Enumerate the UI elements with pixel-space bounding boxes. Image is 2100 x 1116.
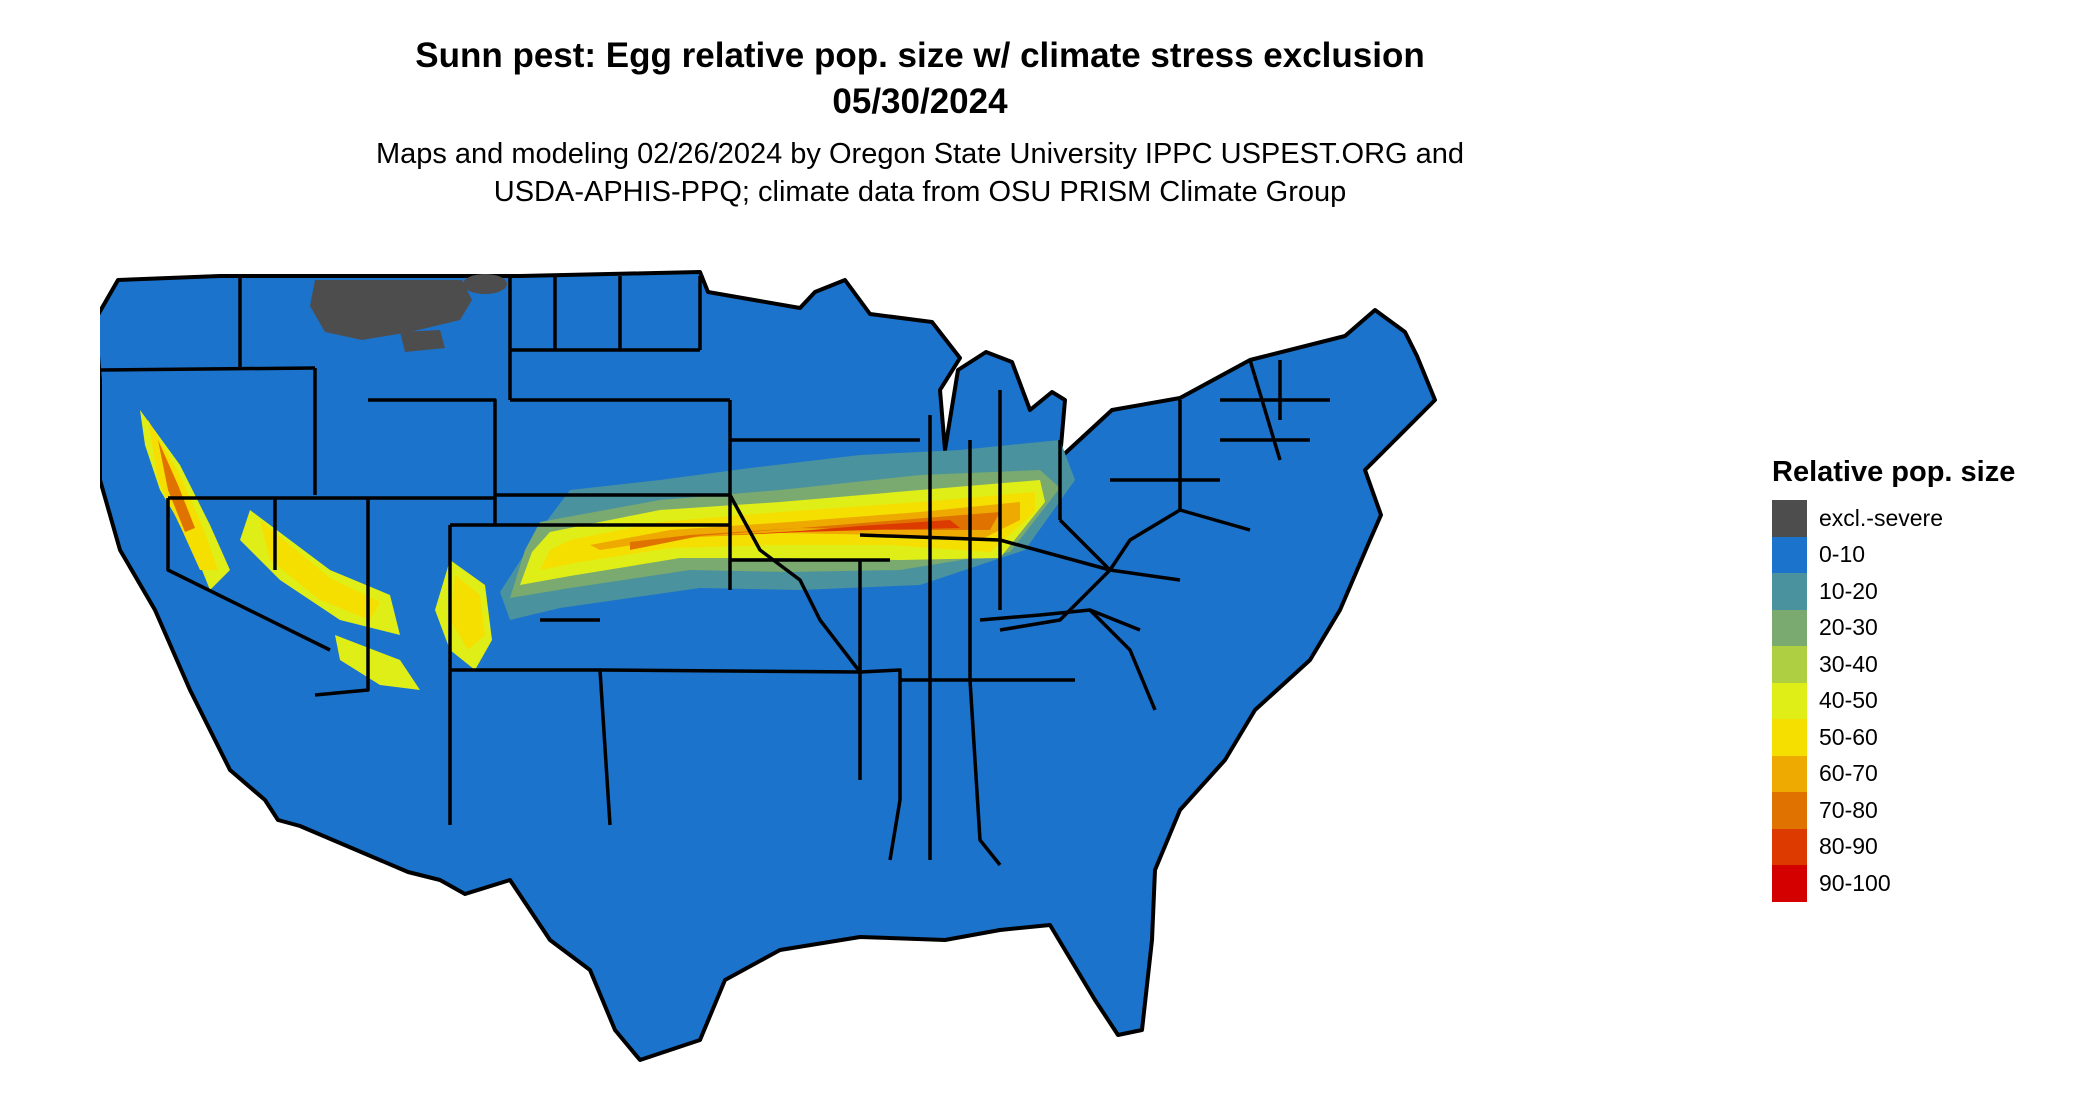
suitability-west: [140, 410, 492, 690]
legend-label: 80-90: [1819, 833, 1878, 860]
legend-items: excl.-severe 0-10 10-20 20-30 30-40 40-5…: [1772, 500, 2072, 902]
legend-item: excl.-severe: [1772, 500, 2072, 537]
map-credit-line2: USDA-APHIS-PPQ; climate data from OSU PR…: [493, 176, 1347, 208]
legend-label: 60-70: [1819, 760, 1878, 787]
legend-label: 70-80: [1819, 796, 1878, 823]
legend-swatch: [1772, 719, 1807, 756]
us-landmass: [100, 270, 1437, 1062]
legend-item: 10-20: [1772, 573, 2072, 610]
legend-swatch: [1772, 536, 1807, 573]
legend-label: 0-10: [1819, 541, 1866, 568]
legend-label: 90-100: [1819, 869, 1891, 896]
map-title: Sunn pest: Egg relative pop. size w/ cli…: [415, 36, 1425, 75]
map-date: 05/30/2024: [832, 82, 1008, 121]
state-boundaries: [100, 276, 1330, 867]
legend-label: 50-60: [1819, 723, 1878, 750]
exclusion-zone-montana: [310, 274, 507, 352]
legend-item: 60-70: [1772, 755, 2072, 792]
legend-swatch: [1772, 792, 1807, 829]
map-credit-line1: Maps and modeling 02/26/2024 by Oregon S…: [375, 138, 1465, 170]
legend-swatch: [1772, 646, 1807, 683]
legend-item: 0-10: [1772, 536, 2072, 573]
legend-item: 30-40: [1772, 646, 2072, 683]
legend-label: 10-20: [1819, 577, 1878, 604]
legend-swatch: [1772, 865, 1807, 902]
us-map: [100, 240, 1740, 1080]
legend-swatch: [1772, 755, 1807, 792]
legend: Relative pop. size excl.-severe 0-10 10-…: [1772, 454, 2072, 902]
legend-swatch: [1772, 573, 1807, 610]
legend-item: 40-50: [1772, 682, 2072, 719]
legend-item: 50-60: [1772, 719, 2072, 756]
legend-title: Relative pop. size: [1772, 456, 2016, 488]
legend-swatch: [1772, 682, 1807, 719]
legend-swatch: [1772, 828, 1807, 865]
legend-label: excl.-severe: [1819, 504, 1943, 531]
legend-item: 20-30: [1772, 609, 2072, 646]
legend-label: 40-50: [1819, 687, 1878, 714]
legend-label: 30-40: [1819, 650, 1878, 677]
legend-item: 70-80: [1772, 792, 2072, 829]
legend-label: 20-30: [1819, 614, 1878, 641]
legend-item: 80-90: [1772, 828, 2072, 865]
legend-swatch: [1772, 609, 1807, 646]
legend-swatch: [1772, 500, 1807, 537]
legend-item: 90-100: [1772, 865, 2072, 902]
